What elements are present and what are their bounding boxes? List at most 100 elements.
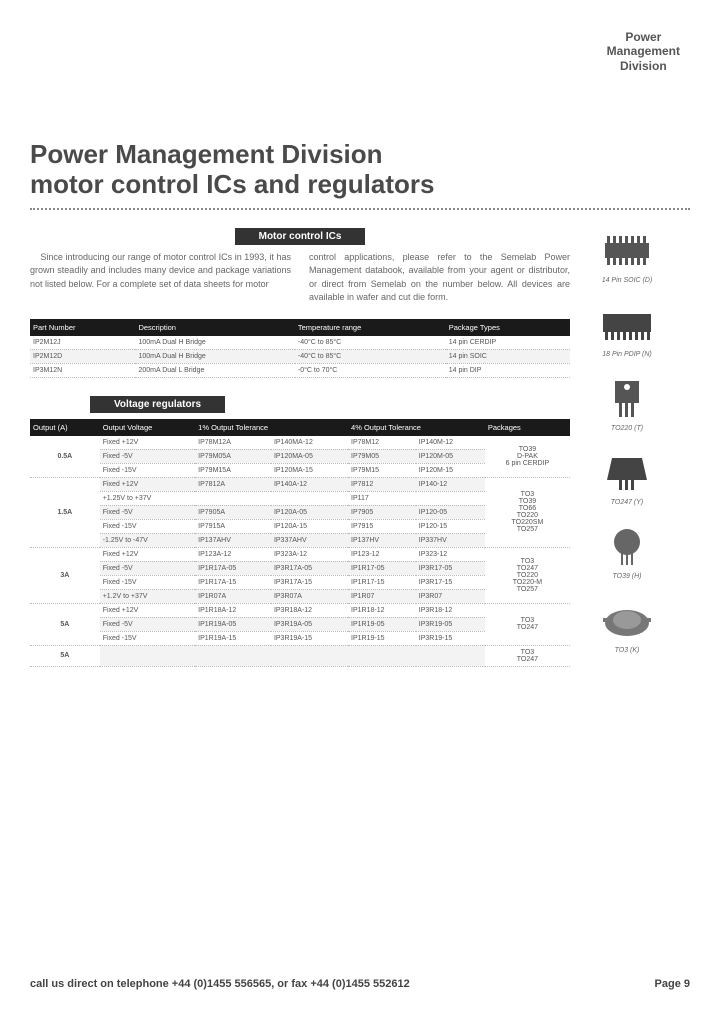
- table-cell: IP1R19A-05: [195, 617, 271, 631]
- table-cell: IP3R17-05: [416, 561, 485, 575]
- table-cell: IP3R19A-15: [271, 631, 348, 645]
- table-cell: 100mA Dual H Bridge: [135, 336, 294, 350]
- table-header: 4% Output Tolerance: [348, 419, 485, 436]
- table-cell: Fixed -5V: [100, 449, 195, 463]
- table-cell: IP140MA-12: [271, 436, 348, 450]
- table-cell: IP78M12A: [195, 436, 271, 450]
- table-cell: IP1R17A-05: [195, 561, 271, 575]
- table-header: Package Types: [446, 319, 570, 336]
- table-cell: IP79M15A: [195, 463, 271, 477]
- table-cell: IP123-12: [348, 547, 416, 561]
- table-cell: IP140A-12: [271, 477, 348, 491]
- table-cell: [195, 645, 271, 666]
- table-cell: IP3R18A-12: [271, 603, 348, 617]
- package-icon: [597, 598, 657, 643]
- table-cell: IP7812: [348, 477, 416, 491]
- table-cell: IP1R07A: [195, 589, 271, 603]
- package-item: 14 Pin SOIC (D): [582, 228, 672, 284]
- table-header: Description: [135, 319, 294, 336]
- table-cell: [416, 491, 485, 505]
- table-cell: IP3R07A: [271, 589, 348, 603]
- output-cell: 5A: [30, 603, 100, 645]
- content-row: Motor control ICs Since introducing our …: [30, 228, 690, 685]
- table-cell: IP140M-12: [416, 436, 485, 450]
- voltage-heading-wrap: Voltage regulators: [30, 396, 570, 413]
- table-cell: -40°C to 85°C: [295, 349, 446, 363]
- package-label: TO220 (T): [582, 425, 672, 432]
- package-label: TO247 (Y): [582, 499, 672, 506]
- table-cell: IP1R18A-12: [195, 603, 271, 617]
- table-cell: IP337AHV: [271, 533, 348, 547]
- table-cell: IP1R19-15: [348, 631, 416, 645]
- voltage-table: Output (A)Output Voltage1% Output Tolera…: [30, 419, 570, 667]
- page-title: Power Management Division motor control …: [30, 140, 690, 200]
- table-cell: [416, 645, 485, 666]
- footer: call us direct on telephone +44 (0)1455 …: [30, 978, 690, 990]
- footer-page: Page 9: [655, 978, 690, 990]
- table-cell: IP3R19A-05: [271, 617, 348, 631]
- table-cell: IP117: [348, 491, 416, 505]
- package-icon: [597, 302, 657, 347]
- package-cell: TO3 TO247: [485, 603, 570, 645]
- table-cell: Fixed -5V: [100, 561, 195, 575]
- table-header: Output Voltage: [100, 419, 195, 436]
- table-cell: IP79M15: [348, 463, 416, 477]
- table-cell: IP1R18-12: [348, 603, 416, 617]
- title-line: motor control ICs and regulators: [30, 170, 690, 200]
- table-row: IP2M12J100mA Dual H Bridge-40°C to 85°C1…: [30, 336, 570, 350]
- brand-line: Management: [607, 44, 680, 58]
- output-cell: 1.5A: [30, 477, 100, 547]
- table-cell: Fixed +12V: [100, 477, 195, 491]
- output-cell: 3A: [30, 547, 100, 603]
- title-divider: [30, 208, 690, 210]
- table-cell: IP123A-12: [195, 547, 271, 561]
- package-item: TO3 (K): [582, 598, 672, 654]
- motor-control-heading: Motor control ICs: [235, 228, 366, 245]
- table-cell: IP120A-05: [271, 505, 348, 519]
- table-cell: IP7905A: [195, 505, 271, 519]
- table-cell: IP1R19A-15: [195, 631, 271, 645]
- motor-table: Part NumberDescriptionTemperature rangeP…: [30, 319, 570, 378]
- package-icon: [597, 450, 657, 495]
- left-column: Motor control ICs Since introducing our …: [30, 228, 570, 685]
- table-row: IP3M12N200mA Dual L Bridge-0°C to 70°C14…: [30, 363, 570, 377]
- package-item: TO247 (Y): [582, 450, 672, 506]
- package-cell: TO3 TO39 TO66 TO220 TO220SM TO257: [485, 477, 570, 547]
- intro-left-text: Since introducing our range of motor con…: [30, 252, 291, 289]
- motor-heading-wrap: Motor control ICs: [30, 228, 570, 245]
- table-cell: 100mA Dual H Bridge: [135, 349, 294, 363]
- voltage-regulators-heading: Voltage regulators: [90, 396, 225, 413]
- table-row: IP2M12D100mA Dual H Bridge-40°C to 85°C1…: [30, 349, 570, 363]
- output-cell: 0.5A: [30, 436, 100, 478]
- package-cell: TO3 TO247 TO220 TO220-M TO257: [485, 547, 570, 603]
- table-cell: IP120-05: [416, 505, 485, 519]
- table-cell: -1.25V to -47V: [100, 533, 195, 547]
- intro-text: Since introducing our range of motor con…: [30, 251, 570, 305]
- table-cell: 14 pin DIP: [446, 363, 570, 377]
- table-cell: IP337HV: [416, 533, 485, 547]
- table-cell: IP137HV: [348, 533, 416, 547]
- table-row: 5ATO3 TO247: [30, 645, 570, 666]
- table-cell: IP3M12N: [30, 363, 135, 377]
- package-label: 14 Pin SOIC (D): [582, 277, 672, 284]
- right-column: 14 Pin SOIC (D) 18 Pin PDIP (N) TO220 (T) T…: [582, 228, 672, 685]
- package-label: TO3 (K): [582, 647, 672, 654]
- table-header: 1% Output Tolerance: [195, 419, 348, 436]
- table-cell: IP2M12J: [30, 336, 135, 350]
- table-cell: IP323A-12: [271, 547, 348, 561]
- table-cell: Fixed -15V: [100, 519, 195, 533]
- table-header: Output (A): [30, 419, 100, 436]
- output-cell: 5A: [30, 645, 100, 666]
- table-cell: IP7915: [348, 519, 416, 533]
- table-cell: IP1R19-05: [348, 617, 416, 631]
- table-cell: IP1R17-15: [348, 575, 416, 589]
- table-cell: 14 pin SOIC: [446, 349, 570, 363]
- table-cell: 200mA Dual L Bridge: [135, 363, 294, 377]
- table-cell: IP78M12: [348, 436, 416, 450]
- table-cell: IP3R18-12: [416, 603, 485, 617]
- footer-contact: call us direct on telephone +44 (0)1455 …: [30, 978, 410, 990]
- package-icon: [597, 376, 657, 421]
- package-label: TO39 (H): [582, 573, 672, 580]
- table-header: Temperature range: [295, 319, 446, 336]
- package-label: 18 Pin PDIP (N): [582, 351, 672, 358]
